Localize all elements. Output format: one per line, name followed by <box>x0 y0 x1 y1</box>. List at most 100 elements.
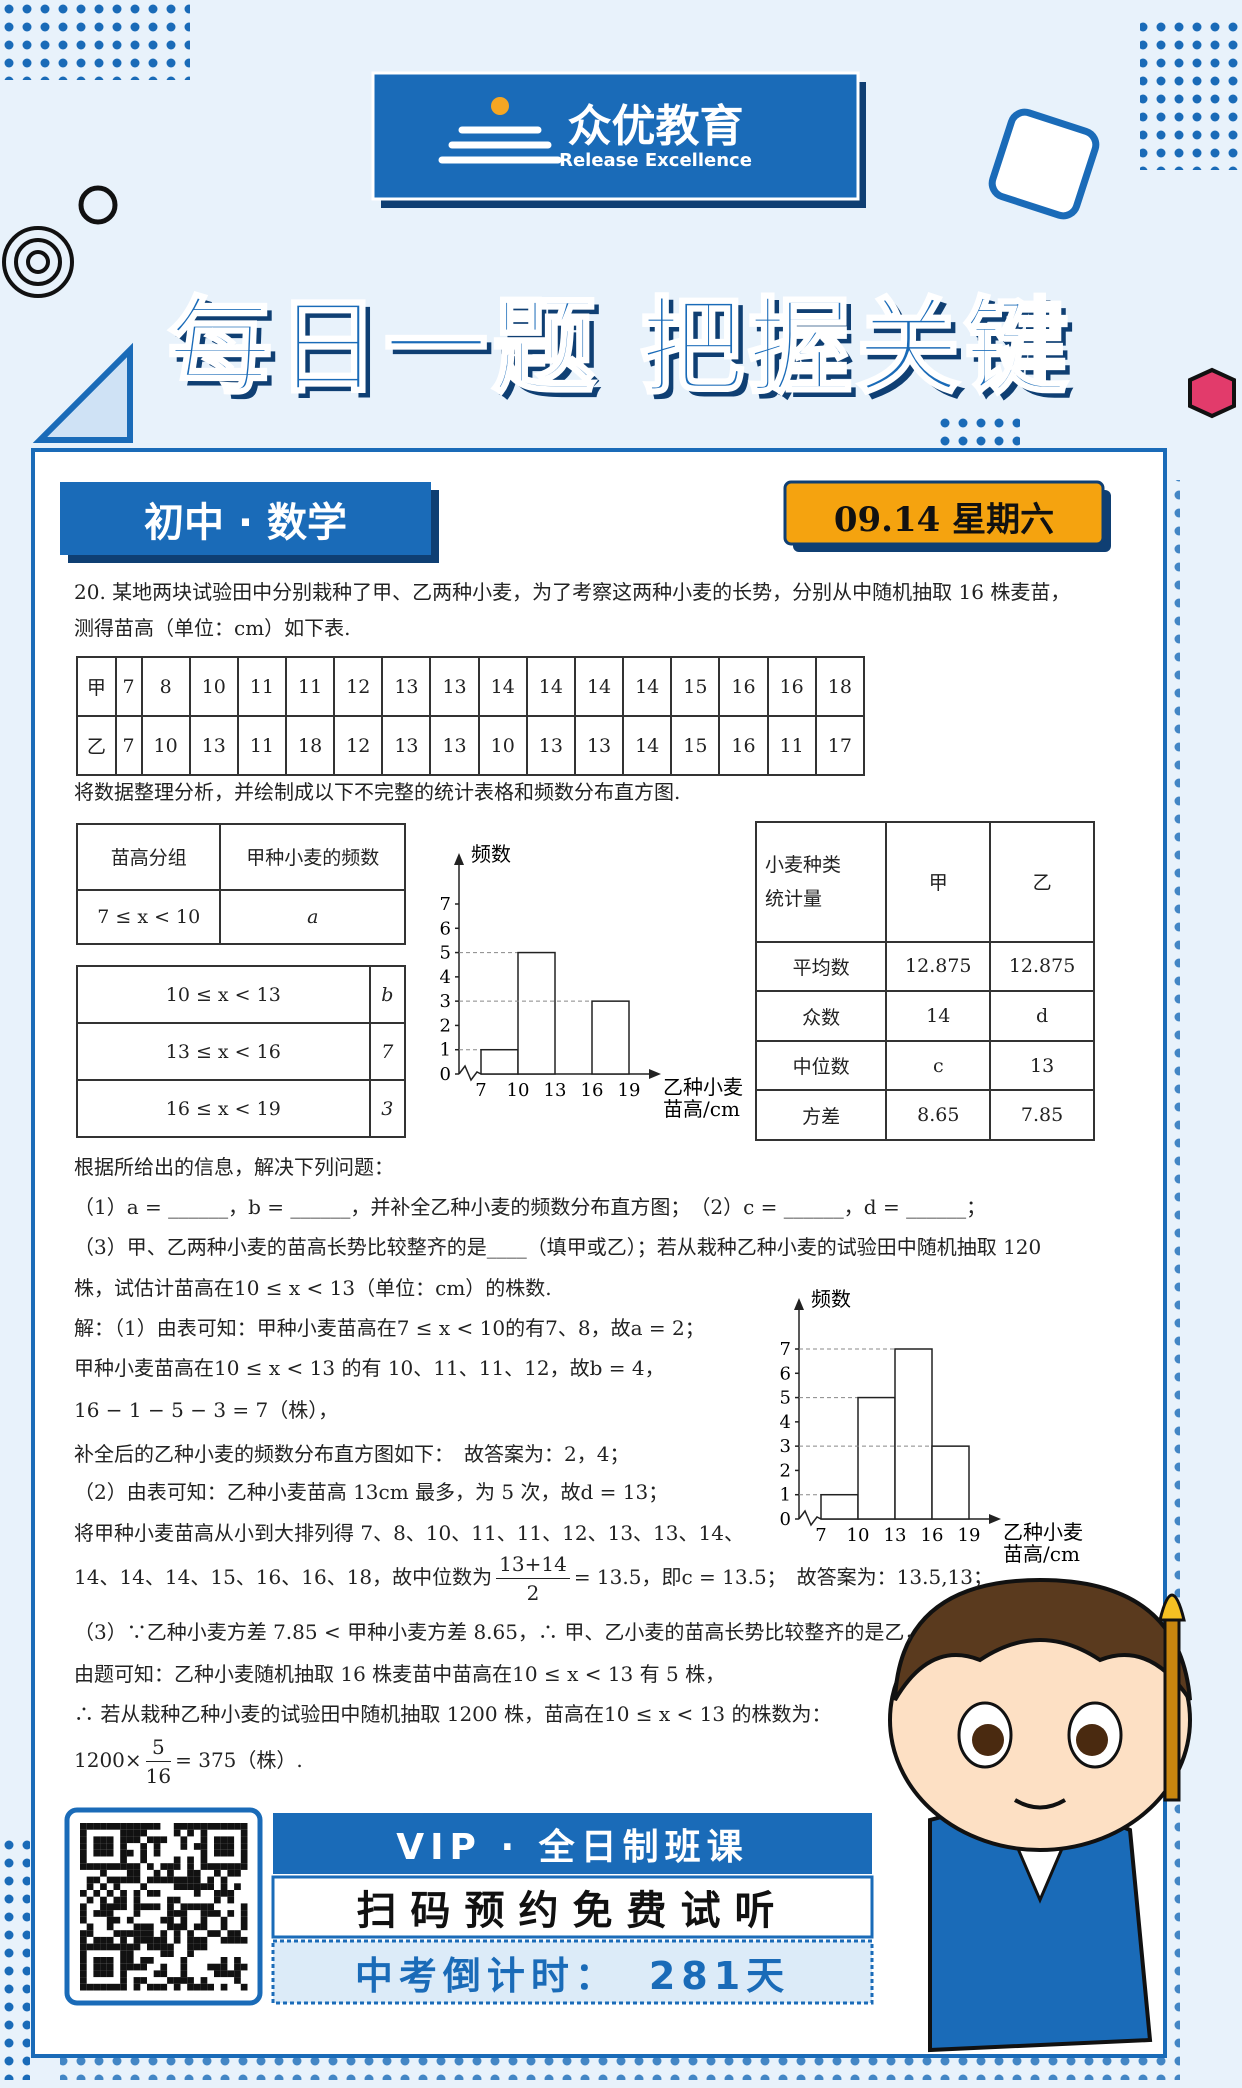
solution-text: 由题可知：乙种小麦随机抽取 16 株麦苗中苗高在10 ≤ x < 13 有 5 … <box>74 1662 726 1686</box>
qr-module <box>120 1930 127 1937</box>
qr-module <box>80 1910 87 1917</box>
table-cell: 11 <box>766 715 817 776</box>
qr-module <box>93 1890 101 1897</box>
numerator: 13+14 <box>496 1550 570 1579</box>
qr-module <box>167 1876 174 1884</box>
fraction: 13+14 2 <box>496 1550 570 1607</box>
qr-module <box>133 1983 141 1991</box>
qr-module <box>106 1876 114 1884</box>
qr-module <box>200 1910 208 1917</box>
qr-module <box>140 1843 147 1850</box>
table-row: 小麦种类 统计量甲乙 <box>754 821 1095 943</box>
qr-module <box>220 1957 228 1964</box>
qr-module <box>167 1863 174 1870</box>
qr-module <box>133 1936 141 1944</box>
x-axis-label: 苗高/cm <box>663 1097 740 1121</box>
y-tick-label: 3 <box>780 1436 791 1457</box>
qr-module <box>240 1829 248 1837</box>
qr-module <box>227 1863 235 1870</box>
qr-module <box>100 1836 107 1844</box>
question-text: 将数据整理分析，并绘制成以下不完整的统计表格和频数分布直方图. <box>74 780 681 804</box>
qr-module <box>220 1963 228 1971</box>
table-cell: 11 <box>285 656 336 717</box>
qr-module <box>120 1876 127 1884</box>
qr-module <box>100 1910 107 1917</box>
qr-module <box>140 1923 147 1931</box>
table-cell: 10 <box>140 715 191 776</box>
axis-arrow <box>649 1069 661 1079</box>
solution-text: 16 − 1 − 5 − 3 = 7（株）， <box>74 1398 339 1422</box>
y-tick-label: 7 <box>780 1339 791 1360</box>
qr-module <box>80 1943 87 1951</box>
qr-module <box>207 1883 214 1890</box>
qr-module <box>214 1823 221 1830</box>
qr-module <box>207 1983 214 1991</box>
x-tick-label: 13 <box>884 1525 907 1546</box>
table-cell: 14 <box>573 656 625 717</box>
mascot <box>888 1577 1192 2053</box>
qr-module <box>120 1963 127 1971</box>
qr-module <box>180 1923 188 1931</box>
countdown-value: 281天 <box>648 1953 791 1998</box>
qr-module <box>160 1943 168 1951</box>
qr-module <box>227 1896 235 1904</box>
y-tick-label: 0 <box>780 1509 791 1530</box>
qr-module <box>113 1903 121 1911</box>
qr-module <box>100 1863 107 1870</box>
table-cell: 7.85 <box>989 1089 1095 1141</box>
qr-module <box>93 1936 101 1944</box>
solution-text: 将甲种小麦苗高从小到大排列得 7、8、10、11、11、12、13、13、14、 <box>74 1521 744 1545</box>
qr-module <box>180 1957 188 1964</box>
qr-module <box>126 1829 134 1837</box>
scan-text: 扫码预约免费试听 <box>356 1888 789 1934</box>
table-cell: 3 <box>368 1079 407 1138</box>
x-tick-label: 13 <box>544 1080 567 1101</box>
qr-module <box>100 1970 107 1978</box>
qr-module <box>100 1943 107 1951</box>
qr-module <box>120 1936 127 1944</box>
bar <box>517 951 556 1075</box>
qr-module <box>220 1890 228 1897</box>
numerator: 5 <box>145 1733 172 1762</box>
qr-module <box>227 1970 235 1978</box>
qr-module <box>126 1863 134 1870</box>
qr-module <box>80 1903 87 1911</box>
qr-module <box>214 1863 221 1870</box>
qr-module <box>147 1943 154 1951</box>
y-axis-label: 频数 <box>471 842 511 866</box>
y-axis-label: 频数 <box>811 1287 851 1311</box>
qr-module <box>187 1936 194 1944</box>
qr-module <box>120 1849 127 1857</box>
qr-module <box>227 1823 235 1830</box>
logo-mark <box>438 126 562 164</box>
table-cell: 小麦种类 统计量 <box>754 821 888 943</box>
qr-module <box>187 1869 194 1877</box>
qr-module <box>153 1876 161 1884</box>
table-row: 众数 14 d <box>754 990 1095 1042</box>
logo-sub: Release Excellence <box>559 150 752 171</box>
qr-module <box>240 1823 248 1830</box>
qr-module <box>100 1869 107 1877</box>
bar <box>894 1348 933 1520</box>
task-text: （3）甲、乙两种小麦的苗高长势比较整齐的是____（填甲或乙）；若从栽种乙种小麦… <box>74 1235 1042 1259</box>
table-cell: 方差 <box>754 1089 888 1141</box>
table-cell: 14 <box>622 715 673 776</box>
qr-module <box>193 1890 201 1897</box>
qr-module <box>234 1957 241 1964</box>
qr-module <box>207 1910 214 1917</box>
qr-module <box>220 1863 228 1870</box>
qr-module <box>180 1910 188 1917</box>
ring <box>14 238 62 286</box>
subject-box <box>60 482 431 555</box>
qr-module <box>100 1963 107 1971</box>
qr-module <box>80 1957 87 1964</box>
qr-module <box>240 1836 248 1844</box>
qr-module <box>173 1883 181 1890</box>
qr-module <box>167 1943 174 1951</box>
qr-module <box>193 1883 201 1890</box>
qr-module <box>133 1930 141 1937</box>
qr-module <box>147 1823 154 1830</box>
qr-module <box>200 1977 208 1984</box>
qr-module <box>133 1963 141 1971</box>
